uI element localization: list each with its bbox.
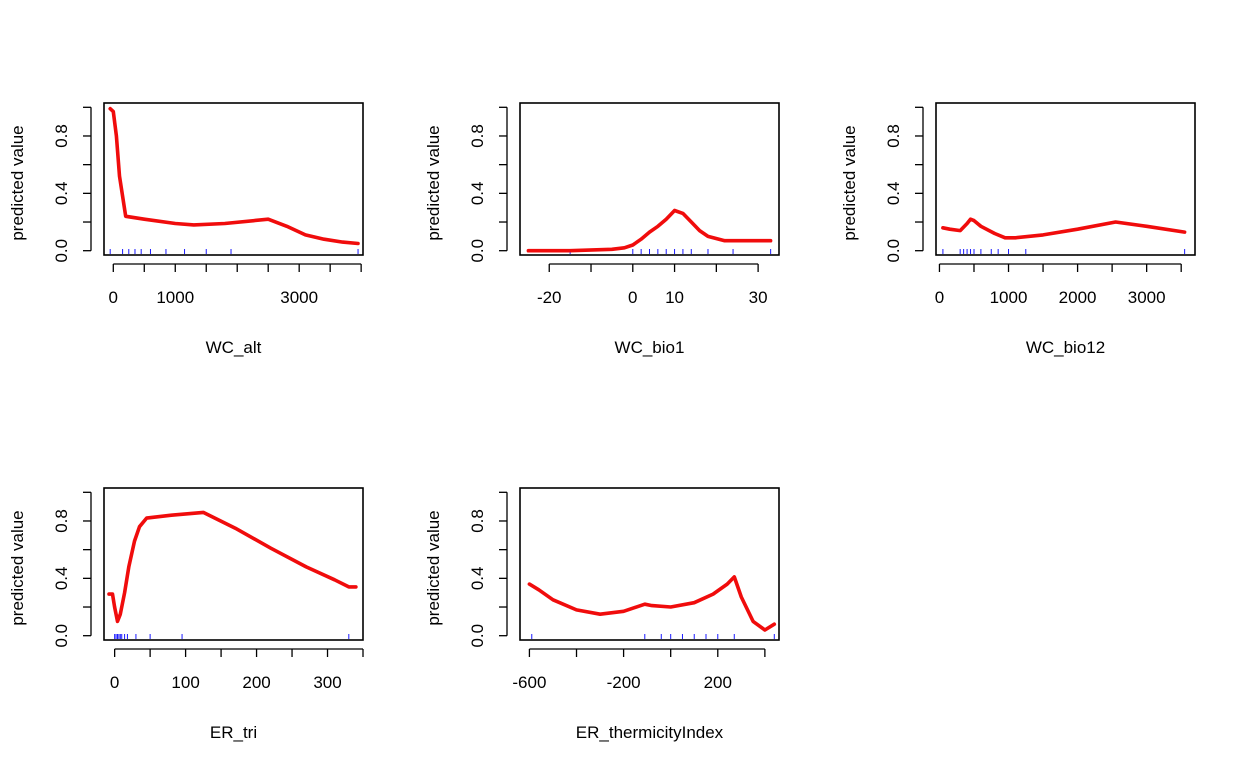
y-axis: 0.0 0.4 0.8 [52, 106, 92, 263]
x-axis-label: ER_tri [210, 723, 257, 742]
response-curve [108, 106, 360, 246]
response-curve [107, 510, 358, 624]
y-axis-label: predicted value [8, 510, 27, 625]
response-curve [527, 575, 777, 632]
panel-ER_tri: 0 100 200 300 ER_tri 0.0 0.4 0.8 predicted value [8, 487, 364, 742]
rug [531, 634, 775, 639]
panel-ER_thermicityIndex: -600 -200 200 ER_thermicityIndex 0.0 0.4 0.8 pr… [424, 487, 780, 742]
x-tick-label: 3000 [280, 288, 318, 307]
y-axis-label: predicted value [424, 125, 443, 240]
x-axis: 0 100 200 300 [110, 648, 364, 692]
y-tick-label: 0.0 [468, 624, 487, 648]
y-tick-label: 0.8 [468, 124, 487, 148]
x-tick-label: 200 [242, 673, 270, 692]
x-tick-label: 1000 [990, 288, 1028, 307]
y-tick-label: 0.4 [468, 182, 487, 206]
x-axis-label: ER_thermicityIndex [576, 723, 724, 742]
y-axis: 0.0 0.4 0.8 [52, 491, 92, 648]
plot-frame [103, 102, 364, 256]
y-axis-label: predicted value [840, 125, 859, 240]
y-tick-label: 0.0 [468, 239, 487, 263]
y-tick-label: 0.8 [52, 509, 71, 533]
y-tick-label: 0.0 [884, 239, 903, 263]
x-tick-label: 0 [628, 288, 637, 307]
x-axis-label: WC_bio1 [615, 338, 685, 357]
x-tick-label: 3000 [1128, 288, 1166, 307]
y-tick-label: 0.8 [468, 509, 487, 533]
x-tick-label: 10 [665, 288, 684, 307]
y-axis: 0.0 0.4 0.8 [468, 106, 508, 263]
x-tick-label: 300 [313, 673, 341, 692]
y-tick-label: 0.0 [52, 624, 71, 648]
y-tick-label: 0.0 [52, 239, 71, 263]
rug [569, 249, 772, 254]
x-tick-label: 1000 [156, 288, 194, 307]
y-tick-label: 0.8 [884, 124, 903, 148]
x-tick-label: 200 [704, 673, 732, 692]
x-tick-label: 0 [109, 288, 118, 307]
x-axis: 0 1000 2000 3000 [935, 263, 1182, 307]
response-curve [526, 208, 773, 253]
y-tick-label: 0.4 [884, 182, 903, 206]
x-axis: -600 -200 200 [512, 648, 766, 692]
x-axis: -20 0 10 30 [537, 263, 768, 307]
plot-frame [935, 102, 1196, 256]
x-axis: 0 1000 3000 [109, 263, 362, 307]
y-axis-label: predicted value [424, 510, 443, 625]
rug [942, 249, 1186, 254]
y-axis: 0.0 0.4 0.8 [468, 491, 508, 648]
y-tick-label: 0.4 [52, 182, 71, 206]
x-axis-label: WC_bio12 [1026, 338, 1105, 357]
x-tick-label: 100 [171, 673, 199, 692]
plot-frame [519, 102, 780, 256]
x-tick-label: 2000 [1059, 288, 1097, 307]
panel-WC_alt: 0 1000 3000 WC_alt 0.0 0.4 0.8 predicted value [8, 102, 364, 357]
y-axis-label: predicted value [8, 125, 27, 240]
y-axis: 0.0 0.4 0.8 [884, 106, 924, 263]
plot-frame [519, 487, 780, 641]
rug [114, 634, 350, 639]
y-tick-label: 0.4 [468, 567, 487, 591]
x-axis-label: WC_alt [206, 338, 262, 357]
panel-WC_bio1: -20 0 10 30 WC_bio1 0.0 0.4 0.8 predicted value [424, 102, 780, 357]
plot-frame [103, 487, 364, 641]
x-tick-label: -200 [607, 673, 641, 692]
response-curve [941, 217, 1187, 240]
y-tick-label: 0.8 [52, 124, 71, 148]
x-tick-label: -20 [537, 288, 562, 307]
x-tick-label: 0 [935, 288, 944, 307]
rug [109, 249, 359, 254]
y-tick-label: 0.4 [52, 567, 71, 591]
x-tick-label: 0 [110, 673, 119, 692]
x-tick-label: -600 [512, 673, 546, 692]
panel-WC_bio12: 0 1000 2000 3000 WC_bio12 0.0 0.4 0.8 predicted … [840, 102, 1196, 357]
x-tick-label: 30 [749, 288, 768, 307]
